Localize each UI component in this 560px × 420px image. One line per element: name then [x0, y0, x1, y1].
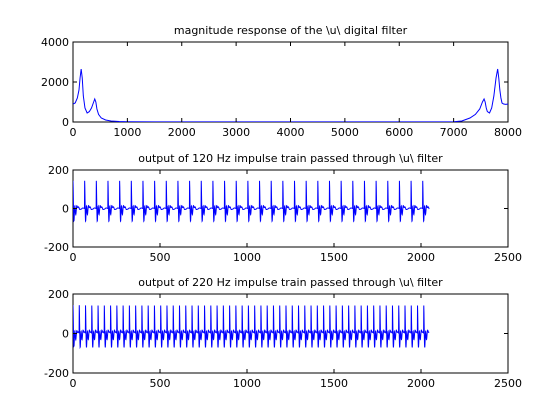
y-tick-label: 0: [62, 203, 69, 216]
y-tick-label: 4000: [41, 36, 69, 49]
x-tick-label: 2500: [494, 377, 522, 390]
y-tick-label: -200: [44, 367, 69, 380]
chart-title: magnitude response of the \u\ digital fi…: [174, 24, 408, 37]
y-tick-label: 0: [62, 116, 69, 129]
x-tick-label: 3000: [222, 126, 250, 139]
y-tick-label: -200: [44, 241, 69, 254]
axes-frame: [72, 169, 509, 248]
x-tick-label: 7000: [440, 126, 468, 139]
x-tick-label: 1500: [320, 251, 348, 264]
x-tick-label: 2500: [494, 251, 522, 264]
x-tick-label: 0: [70, 377, 77, 390]
x-tick-label: 0: [70, 126, 77, 139]
series-line: [73, 180, 430, 223]
x-tick-label: 6000: [385, 126, 413, 139]
y-tick-label: 2000: [41, 76, 69, 89]
x-tick-label: 500: [150, 377, 171, 390]
series-line: [73, 305, 430, 350]
y-tick-label: 0: [62, 328, 69, 341]
x-tick-label: 1000: [233, 251, 261, 264]
x-tick-label: 1000: [233, 377, 261, 390]
x-tick-label: 8000: [494, 126, 522, 139]
y-tick-label: 200: [48, 288, 69, 301]
axes-frame: [72, 41, 509, 123]
y-tick-label: 200: [48, 164, 69, 177]
x-tick-label: 5000: [331, 126, 359, 139]
x-tick-label: 1000: [113, 126, 141, 139]
x-tick-label: 0: [70, 251, 77, 264]
chart-title: output of 120 Hz impulse train passed th…: [138, 152, 443, 165]
x-tick-label: 4000: [277, 126, 305, 139]
x-tick-label: 2000: [407, 377, 435, 390]
axes-1: 0 1000 2000 3000 4000 5000 6000 7000 8000 0 2000 40…: [41, 24, 522, 139]
x-tick-label: 2000: [168, 126, 196, 139]
x-tick-label: 1500: [320, 377, 348, 390]
x-tick-label: 500: [150, 251, 171, 264]
chart-title: output of 220 Hz impulse train passed th…: [138, 276, 443, 289]
x-tick-label: 2000: [407, 251, 435, 264]
